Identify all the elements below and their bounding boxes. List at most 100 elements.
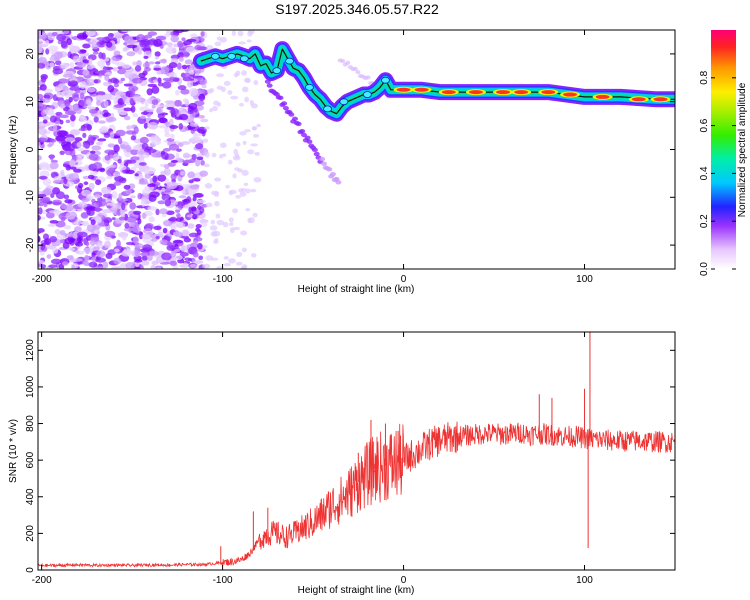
noise-speckle — [124, 222, 130, 229]
x-tick-label: 0 — [401, 575, 407, 586]
noise-speckle — [167, 217, 177, 222]
noise-speckle — [248, 30, 255, 35]
noise-speckle — [103, 100, 109, 108]
noise-speckle — [125, 169, 135, 174]
snr-series-line — [38, 421, 675, 568]
noise-speckle — [66, 143, 76, 152]
noise-speckle — [58, 78, 69, 84]
noise-speckle — [235, 153, 240, 159]
noise-speckle — [229, 227, 235, 234]
noise-speckle — [82, 123, 90, 128]
noise-speckle — [80, 221, 86, 226]
noise-speckle — [144, 44, 151, 51]
noise-speckle — [30, 119, 37, 123]
noise-speckle — [170, 173, 177, 181]
y-tick-label: 0 — [25, 567, 36, 573]
noise-speckle — [85, 206, 96, 211]
branch-blob — [313, 151, 320, 157]
noise-speckle — [45, 211, 55, 219]
noise-speckle — [157, 200, 166, 205]
noise-speckle — [203, 163, 210, 168]
branch-blob — [329, 171, 336, 177]
noise-speckle — [160, 58, 167, 64]
noise-speckle — [169, 260, 178, 266]
noise-speckle — [163, 164, 170, 169]
noise-speckle — [144, 66, 151, 72]
noise-speckle — [59, 229, 66, 236]
noise-speckle — [38, 98, 41, 104]
noise-speckle — [170, 133, 175, 140]
noise-speckle — [88, 134, 93, 143]
noise-speckle — [178, 122, 184, 130]
noise-speckle — [181, 37, 186, 42]
noise-speckle — [175, 208, 181, 213]
noise-speckle — [209, 108, 214, 113]
noise-speckle — [50, 159, 58, 163]
noise-speckle — [188, 87, 199, 96]
noise-speckle — [195, 143, 204, 150]
noise-speckle — [189, 117, 195, 125]
noise-speckle — [68, 96, 73, 103]
noise-speckle — [48, 210, 58, 214]
noise-speckle — [176, 212, 181, 219]
noise-speckle — [118, 193, 123, 201]
noise-speckle — [69, 61, 75, 70]
branch-blob — [365, 75, 371, 80]
noise-speckle — [161, 152, 169, 160]
noise-speckle — [228, 217, 234, 223]
ridge-hot-blob — [541, 90, 556, 95]
noise-speckle — [121, 234, 127, 241]
noise-speckle — [75, 250, 80, 254]
noise-speckle — [211, 257, 219, 261]
noise-speckle — [42, 178, 52, 186]
noise-speckle — [38, 190, 43, 195]
noise-speckle — [115, 54, 123, 59]
ridge-blob — [381, 76, 390, 84]
noise-speckle — [190, 206, 197, 212]
noise-speckle — [65, 119, 71, 123]
noise-speckle — [56, 33, 67, 42]
noise-speckle — [70, 119, 75, 128]
noise-speckle — [131, 249, 141, 258]
noise-speckle — [48, 45, 59, 52]
noise-speckle — [140, 115, 147, 120]
noise-speckle — [112, 135, 121, 139]
noise-speckle — [182, 76, 192, 82]
noise-speckle — [113, 257, 122, 265]
noise-speckle — [198, 255, 204, 261]
noise-speckle — [118, 216, 125, 221]
noise-speckle — [78, 128, 88, 132]
noise-speckle — [233, 148, 239, 155]
noise-speckle — [28, 155, 36, 162]
branch-blob — [311, 147, 318, 153]
noise-speckle — [200, 160, 205, 166]
noise-speckle — [186, 80, 194, 88]
noise-speckle — [185, 46, 196, 54]
noise-speckle — [244, 96, 250, 103]
colorbar-tick-label: 0.2 — [699, 214, 710, 228]
noise-speckle — [251, 253, 257, 258]
noise-speckle — [157, 82, 164, 87]
noise-speckle — [160, 67, 165, 75]
noise-speckle — [105, 60, 111, 66]
noise-speckle — [61, 90, 72, 97]
noise-speckle — [119, 263, 126, 269]
noise-speckle — [142, 152, 150, 159]
noise-speckle — [99, 168, 106, 173]
noise-speckle — [175, 89, 180, 96]
noise-speckle — [90, 219, 96, 226]
noise-speckle — [176, 40, 184, 48]
noise-speckle — [219, 142, 227, 148]
noise-speckle — [194, 45, 203, 51]
y-tick-label: 200 — [25, 525, 36, 542]
branch-blob — [299, 129, 306, 134]
noise-speckle — [146, 254, 153, 262]
noise-speckle — [103, 93, 113, 101]
noise-speckle — [195, 159, 201, 167]
branch-blob — [266, 83, 273, 88]
noise-speckle — [38, 118, 39, 122]
noise-speckle — [104, 149, 115, 154]
noise-speckle — [55, 111, 63, 116]
noise-speckle — [212, 230, 221, 237]
